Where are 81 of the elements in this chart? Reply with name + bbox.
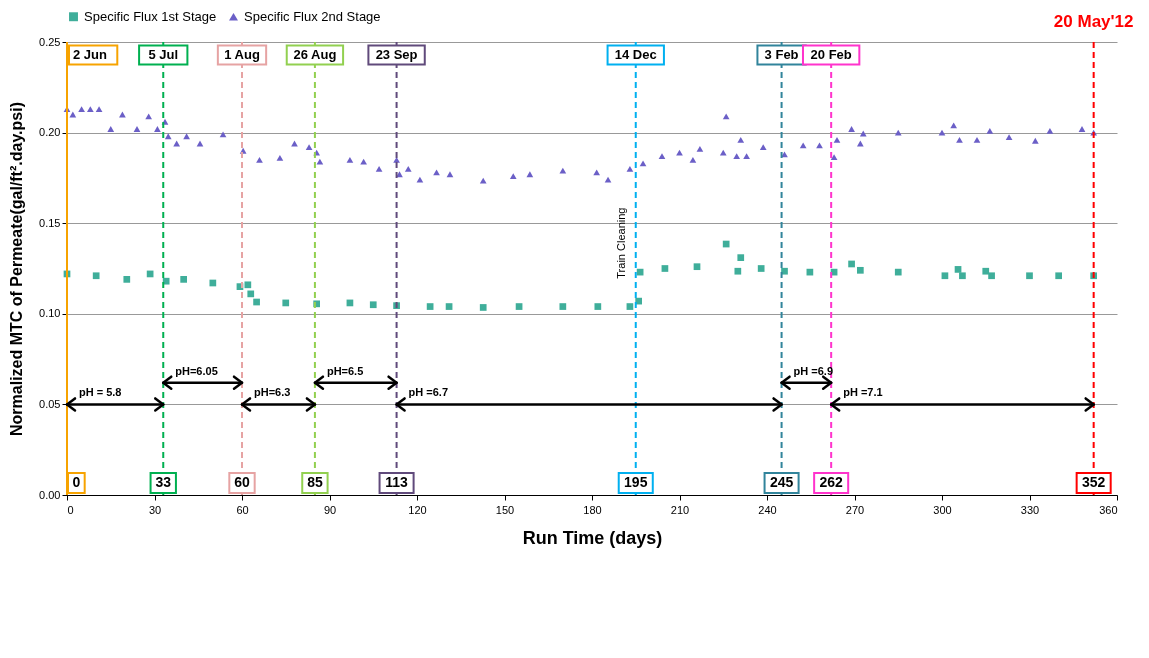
x-tick-label: 30 [148,503,162,516]
annotation: 33 [155,474,172,490]
x-tick-label: 270 [845,503,865,516]
point [757,265,765,272]
point [982,267,990,275]
annotation: pH =6.7 [408,386,449,399]
x-tick-label: 180 [583,503,602,516]
point [734,267,742,275]
point [180,276,188,283]
annotation: pH =6.9 [793,364,834,377]
ref-line-label: 23 Sep [375,47,418,62]
annotation: 245 [769,474,794,490]
point [253,298,260,306]
x-tick-label: 60 [236,503,249,516]
ref-line-label: 3 Feb [764,47,799,62]
ref-line-label: 14 Dec [614,47,657,62]
point [661,265,669,272]
y-axis-title: Normalized MTC of Permeate(gal/ft².day.psi) [8,102,26,436]
point [693,263,701,271]
point [988,272,995,280]
annotation: 262 [819,474,844,490]
point [209,279,217,287]
point [737,254,745,261]
y-tick-label: 0.00 [39,488,61,501]
y-tick-label: 0.10 [39,307,61,320]
legend-label: Specific Flux 1st Stage [84,8,217,24]
point [123,276,131,283]
annotation: 0 [72,474,81,490]
point [244,281,252,289]
annotation: 352 [1081,474,1106,490]
point [856,266,864,274]
annotation: pH=6.3 [254,386,291,399]
point [626,303,634,310]
point [722,240,730,248]
annotation: pH = 5.8 [79,386,122,399]
ref-line-label: 5 Jul [148,47,179,62]
annotation: 195 [624,474,648,490]
x-tick-label: 0 [67,503,74,516]
point [594,303,602,310]
point [941,272,949,280]
annotation: 85 [307,474,323,490]
annotation: 60 [234,474,250,490]
point [247,290,255,298]
annotation: pH=6.5 [326,364,364,377]
annotation: pH=6.05 [175,364,218,377]
ref-line-label: 20 May'12 [1053,12,1134,31]
point [959,272,966,280]
ref-line-label: 20 Feb [810,47,852,62]
point [426,303,434,310]
ref-line-label: 1 Aug [224,47,260,62]
ref-line-label: 2 Jun [73,47,108,62]
point [282,299,290,307]
point [369,301,377,309]
point [479,304,487,311]
x-tick-label: 240 [758,503,777,516]
point [1055,272,1063,280]
point [559,303,567,310]
x-axis-title: Run Time (days) [522,527,663,548]
annotation: Train Cleaning [614,207,627,279]
x-tick-label: 150 [495,503,515,516]
legend-label: Specific Flux 2nd Stage [244,8,381,24]
x-tick-label: 300 [933,503,952,516]
y-tick-label: 0.05 [39,397,61,410]
x-tick-label: 210 [670,503,690,516]
annotation: pH =7.1 [843,386,883,399]
x-tick-label: 330 [1020,503,1040,516]
y-tick-label: 0.25 [39,35,61,48]
point [894,268,902,276]
point [1026,272,1033,280]
point [162,277,170,285]
x-tick-label: 90 [323,503,337,516]
point [515,303,523,310]
annotation: 113 [385,474,409,490]
point [92,272,100,280]
point [445,303,453,310]
ref-line-label: 26 Aug [293,47,337,62]
y-tick-label: 0.15 [39,216,61,229]
x-tick-label: 360 [1099,503,1118,516]
y-tick-label: 0.20 [39,126,61,139]
x-tick-label: 120 [408,503,427,516]
point [848,260,855,268]
